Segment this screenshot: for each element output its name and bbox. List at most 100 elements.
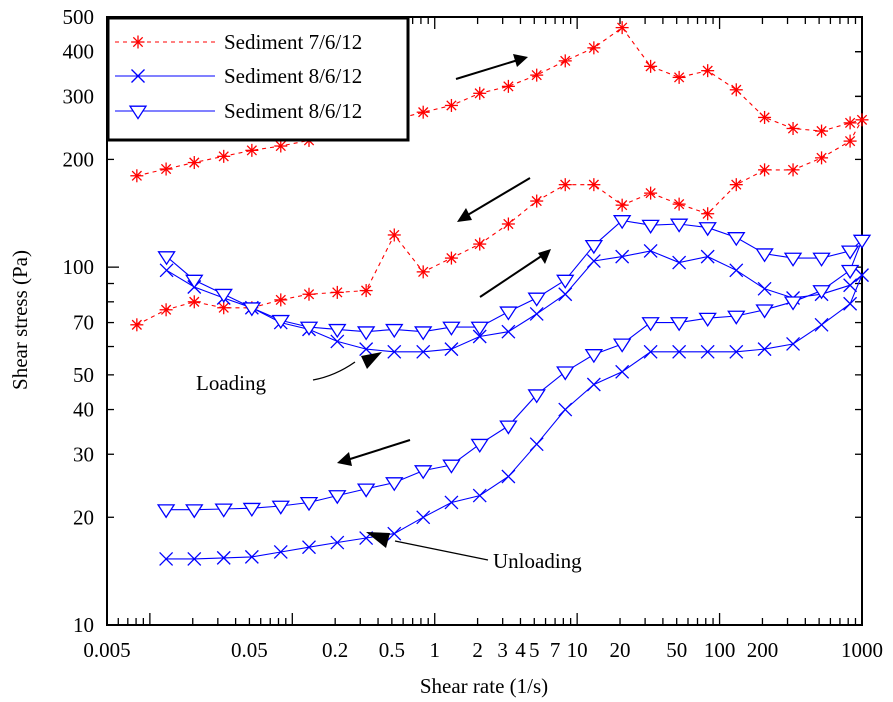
series-2-point [470, 438, 489, 454]
series-2-point [556, 274, 575, 289]
series-0-point [274, 293, 288, 307]
series-0-point [843, 134, 857, 148]
series-0-point [855, 113, 869, 127]
series-0-point [644, 59, 658, 73]
series-1-point [586, 377, 601, 392]
series-2-point [328, 323, 347, 339]
y-tick-label: 70 [73, 311, 94, 335]
series-2-point [783, 296, 803, 311]
series-0-point [444, 98, 458, 112]
series-0-point [274, 139, 288, 153]
y-tick-label: 30 [73, 442, 94, 466]
series-2-point [527, 389, 546, 404]
series-0-point [587, 178, 601, 192]
series-2-point [612, 338, 632, 353]
series-2-point [499, 306, 518, 321]
x-tick-labels: 0.005 0.05 0.2 0.5 1 2 3 4 5 7 10 20 50 100 200 1000 [83, 638, 883, 662]
series-1-point [387, 344, 402, 359]
series-2-point [669, 317, 689, 332]
series-2-point [299, 321, 319, 336]
series-0-point [416, 105, 430, 119]
series-2-point [612, 215, 632, 230]
series-0-point [530, 194, 544, 208]
x-tick-label: 1 [429, 638, 440, 662]
x-axis-title: Shear rate (1/s) [420, 674, 548, 698]
series-2-point [242, 302, 262, 317]
series-1-point [359, 342, 374, 357]
series-1-point [855, 268, 869, 283]
series-0-point [217, 301, 231, 315]
series-1-point [729, 344, 744, 359]
series-0-point [815, 124, 829, 138]
y-tick-label: 400 [63, 40, 95, 64]
legend-entry-1: Sediment 8/6/12 [115, 64, 362, 88]
series-0-point [159, 162, 173, 176]
series-0-point [729, 178, 743, 192]
series-1-point [672, 255, 687, 270]
series-1-point [330, 334, 345, 349]
series-2-point [156, 504, 176, 519]
series-0-point [217, 149, 231, 163]
series-2-point [698, 312, 717, 327]
x-tick-label: 2 [472, 638, 483, 662]
series-1-point [244, 549, 259, 564]
series-2-point [812, 285, 831, 300]
series-2-point [214, 288, 233, 304]
series-2-point [470, 321, 489, 336]
legend-label: Sediment 8/6/12 [224, 64, 362, 88]
series-0 [130, 21, 869, 332]
x-tick-label: 100 [704, 638, 736, 662]
series-2-point [328, 490, 347, 505]
series-0-point [615, 198, 629, 212]
series-1-point [558, 287, 573, 302]
series-2-point [783, 252, 803, 267]
series-0-point [758, 110, 772, 124]
series-0-point [786, 163, 800, 177]
series-0-point [815, 151, 829, 165]
y-tick-label: 300 [63, 84, 95, 108]
series-2-point [812, 252, 831, 267]
series-2-point [442, 459, 461, 474]
series-0-point [359, 284, 373, 298]
series-2-point [727, 232, 746, 247]
series-0-point [587, 41, 601, 55]
series-2-point [385, 477, 404, 492]
legend-box [106, 16, 410, 142]
series-0-point [701, 207, 715, 221]
arrow-loading-lower [479, 249, 551, 298]
series-0-point [187, 295, 201, 309]
x-tick-label: 5 [529, 638, 540, 662]
series-1-point [501, 469, 516, 484]
x-tick-label: 4 [515, 638, 526, 662]
legend-swatch-marker [131, 35, 145, 49]
y-tick-label: 40 [73, 398, 94, 422]
y-tick-labels: 10 20 30 40 50 70 100 200 300 400 500 [63, 5, 95, 637]
series-2-point [214, 503, 233, 518]
arrow-unloading-lower [337, 439, 411, 466]
annotation-loading-text: Loading [196, 371, 266, 395]
series-0-point [444, 251, 458, 265]
series-2-point [385, 323, 404, 339]
series-2-point [727, 310, 746, 325]
series-2-point [755, 304, 774, 319]
series-2-point [584, 349, 604, 364]
direction-arrows [337, 54, 551, 466]
x-tick-label: 1000 [841, 638, 883, 662]
series-1-point [444, 342, 459, 357]
series-1-point [387, 526, 402, 541]
series-1-point [159, 551, 174, 566]
legend-swatch-marker [131, 69, 145, 83]
series-2 [156, 215, 872, 519]
series-2-point [584, 239, 604, 255]
series-0-point [558, 178, 572, 192]
series-0-point [245, 143, 259, 157]
series-2-point [840, 264, 860, 280]
legend-items: Sediment 7/6/12 Sediment 8/6/12 Sediment 8… [115, 30, 362, 123]
series-0-point [473, 237, 487, 251]
series-0-point [501, 217, 515, 231]
series-0-point [672, 70, 686, 84]
legend: Sediment 7/6/12 Sediment 8/6/12 Sediment 8… [106, 16, 410, 142]
series-2-point [442, 321, 461, 336]
series-1-point [472, 488, 487, 503]
